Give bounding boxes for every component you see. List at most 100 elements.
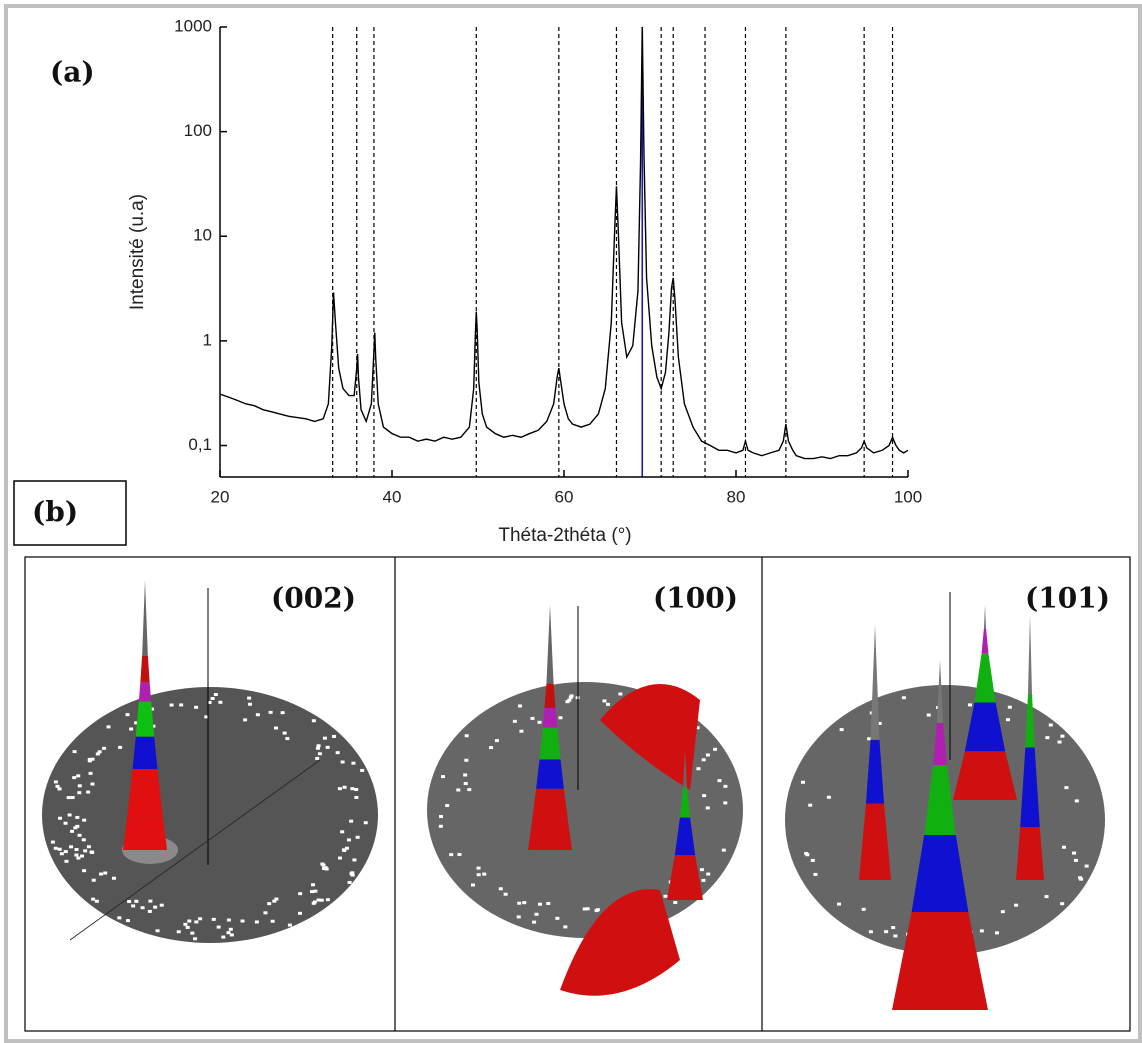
- pole-speck: [322, 867, 327, 871]
- pole-peak: [531, 788, 569, 826]
- pole-speck: [512, 719, 517, 723]
- pole-speck: [346, 838, 351, 842]
- pole-speck: [351, 761, 356, 765]
- pole-speck: [839, 728, 844, 732]
- pole-speck: [183, 922, 188, 926]
- pole-speck: [103, 871, 108, 875]
- pole-peak: [123, 817, 167, 850]
- pole-peak: [683, 750, 687, 788]
- pole-speck: [169, 703, 174, 707]
- pole-speck: [350, 871, 355, 875]
- pole-speck: [248, 702, 253, 706]
- pole-speck: [72, 776, 77, 780]
- pole-speck: [723, 801, 728, 805]
- pole-speck: [516, 915, 521, 919]
- pole-speck: [316, 744, 321, 748]
- pole-speck: [221, 935, 226, 939]
- pole-speck: [530, 716, 535, 720]
- pole-speck: [74, 848, 79, 852]
- pole-speck: [695, 726, 700, 730]
- pole-label: (101): [1025, 582, 1110, 615]
- pole-speck: [218, 700, 223, 704]
- pole-peak: [1020, 747, 1040, 827]
- pole-axis: [69, 759, 321, 941]
- pole-speck: [90, 782, 95, 786]
- pole-peak: [528, 825, 572, 850]
- pole-peak: [974, 653, 996, 703]
- pole-speck: [127, 899, 132, 903]
- pole-peak: [892, 912, 988, 1010]
- pole-speck: [582, 907, 587, 911]
- x-tick-label: 20: [211, 487, 230, 506]
- pole-peak: [1016, 827, 1044, 880]
- pole-peak: [964, 702, 1006, 752]
- pole-figures: (002) (100) (101): [24, 556, 1131, 1032]
- pole-speck: [148, 899, 153, 903]
- pole-speck: [926, 713, 931, 717]
- pole-speck: [706, 872, 711, 876]
- pole-speck: [463, 773, 468, 777]
- pole-speck: [53, 780, 58, 784]
- pole-speck: [272, 899, 277, 903]
- pole-peak: [983, 605, 987, 629]
- pole-speck: [522, 901, 527, 905]
- pole-speck: [280, 711, 285, 715]
- pole-speck: [569, 694, 574, 698]
- pole-speck: [1064, 786, 1069, 790]
- pole-speck: [226, 931, 231, 935]
- pole-speck: [893, 934, 898, 938]
- pole-speck: [868, 930, 873, 934]
- pole-peak: [679, 787, 691, 818]
- pole-speck: [298, 911, 303, 915]
- pole-peak: [859, 803, 891, 880]
- pole-speck: [1057, 740, 1062, 744]
- pole-speck: [91, 897, 96, 901]
- pole-speck: [901, 696, 906, 700]
- pole-speck: [210, 696, 215, 700]
- pole-peak: [936, 660, 944, 723]
- pole-speck: [673, 901, 678, 905]
- pole-speck: [57, 787, 62, 791]
- pole-speck: [810, 858, 815, 862]
- pole-speck: [64, 859, 69, 863]
- pole-speck: [354, 795, 359, 799]
- pole-speck: [322, 736, 327, 740]
- pole-speck: [313, 889, 318, 893]
- pole-speck: [325, 898, 330, 902]
- pole-speck: [1079, 877, 1084, 881]
- pole-bump: [560, 889, 680, 996]
- pole-label: (100): [653, 582, 738, 615]
- pole-peak: [933, 723, 947, 765]
- pole-speck: [445, 804, 450, 808]
- pole-speck: [317, 752, 322, 756]
- pole-speck: [309, 890, 314, 894]
- pole-speck: [867, 737, 872, 741]
- pole-speck: [341, 848, 346, 852]
- pole-speck: [70, 796, 75, 800]
- pole-speck: [1044, 895, 1049, 899]
- pole-speck: [324, 867, 329, 871]
- pole-speck: [1061, 845, 1066, 849]
- pole-speck: [274, 897, 279, 901]
- pole-speck: [340, 760, 345, 764]
- pole-speck: [282, 731, 287, 735]
- pole-speck: [558, 716, 563, 720]
- pole-speck: [606, 702, 611, 706]
- pole-speck: [131, 904, 136, 908]
- pole-speck: [1000, 910, 1005, 914]
- pole-speck: [91, 878, 96, 882]
- y-tick-label: 0,1: [188, 435, 212, 454]
- panel-label: (b): [32, 496, 78, 529]
- pole-speck: [76, 856, 81, 860]
- x-axis-label: Théta-2théta (°): [498, 525, 631, 546]
- pole-peak: [953, 751, 1017, 800]
- pole-speck: [190, 931, 195, 935]
- pole-speck: [57, 847, 62, 851]
- pole-speck: [337, 787, 342, 791]
- pole-speck: [355, 835, 360, 839]
- pole-speck: [86, 790, 91, 794]
- pole-speck: [363, 821, 368, 825]
- pole-peak: [667, 855, 703, 900]
- pole-speck: [449, 853, 454, 857]
- pole-speck: [226, 918, 231, 922]
